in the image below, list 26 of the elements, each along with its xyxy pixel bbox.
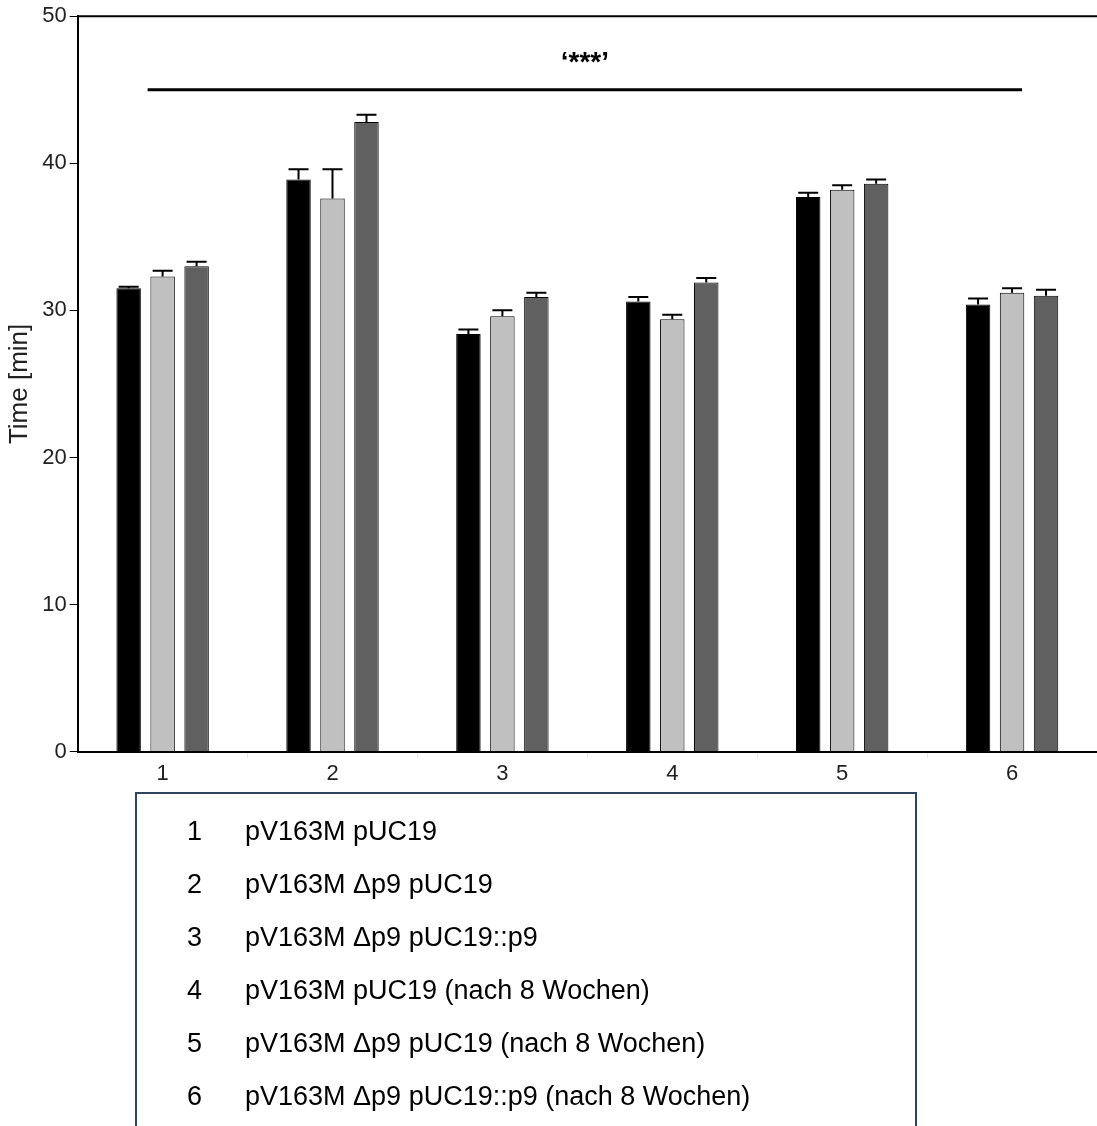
x-tick-label: 6 <box>1005 759 1019 785</box>
text: pV163M Δp9 pUC19 (nach 8 Wochen) <box>245 1028 706 1058</box>
category-label: 1 <box>187 816 203 846</box>
category-label: 3 <box>187 922 203 952</box>
y-tick-label: 0 <box>54 737 67 763</box>
text: pV163M pUC19 (nach 8 Wochen) <box>245 975 650 1005</box>
x-tick-label: 4 <box>666 759 679 785</box>
ref-line-label: ‘***’ <box>560 46 609 78</box>
category-label: 5 <box>187 1028 203 1058</box>
y-axis-title: Time [min] <box>2 323 33 445</box>
y-tick-label: 30 <box>42 296 67 322</box>
text: pV163M Δp9 pUC19 <box>245 869 493 899</box>
y-tick-label: 40 <box>42 149 67 175</box>
text: pV163M pUC19 <box>245 816 438 846</box>
text: pV163M Δp9 pUC19::p9 <box>245 922 538 952</box>
y-tick-label: 10 <box>42 590 67 616</box>
text: pV163M Δp9 pUC19::p9 (nach 8 Wochen) <box>245 1081 751 1111</box>
y-tick-label: 50 <box>42 2 67 28</box>
category-label: 2 <box>187 869 203 899</box>
category-label: 4 <box>187 975 203 1005</box>
x-tick-label: 3 <box>496 759 509 785</box>
y-tick-label: 20 <box>42 443 67 469</box>
x-tick-label: 1 <box>156 759 169 785</box>
category-label: 6 <box>187 1081 203 1111</box>
x-tick-label: 2 <box>326 759 339 785</box>
x-tick-label: 5 <box>836 759 849 785</box>
